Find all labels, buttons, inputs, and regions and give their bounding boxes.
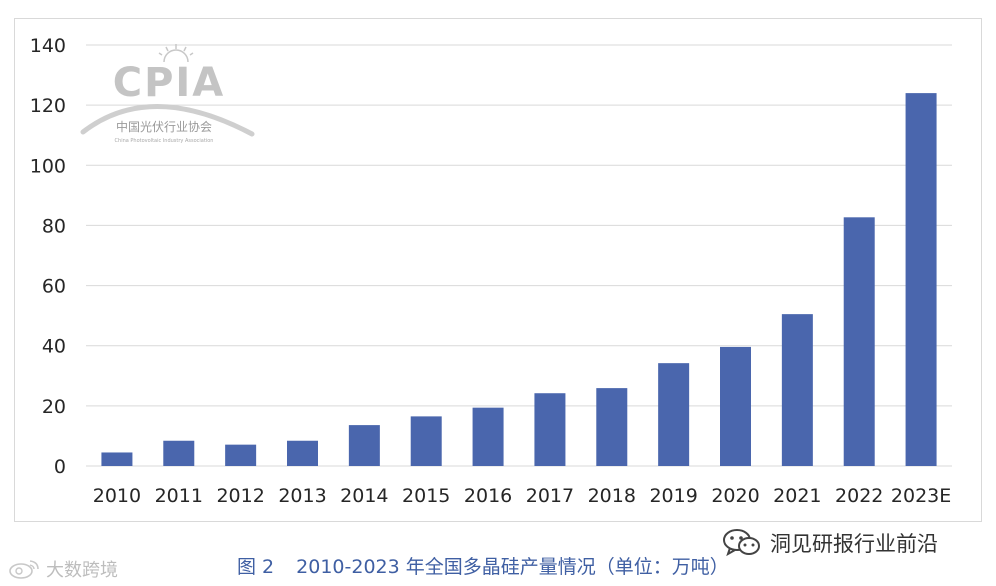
wechat-account-name: 洞见研报行业前沿 bbox=[770, 532, 938, 556]
x-tick-label: 2019 bbox=[649, 485, 697, 507]
x-tick-label: 2023E bbox=[891, 485, 951, 507]
wechat-account: 洞见研报行业前沿 bbox=[722, 528, 938, 558]
bar-2023E bbox=[905, 93, 937, 466]
figure-label: 图 2 bbox=[237, 556, 275, 578]
bar-2019 bbox=[658, 363, 690, 466]
y-tick-label: 0 bbox=[54, 456, 66, 478]
x-tick-label: 2017 bbox=[526, 485, 574, 507]
x-tick-label: 2013 bbox=[278, 485, 326, 507]
bar-2014 bbox=[348, 425, 380, 466]
bar-2018 bbox=[596, 388, 628, 466]
logo-brand: CPIA bbox=[113, 60, 226, 106]
x-tick-label: 2014 bbox=[340, 485, 388, 507]
y-tick-label: 140 bbox=[30, 35, 66, 57]
y-tick-label: 20 bbox=[42, 396, 66, 418]
y-tick-label: 60 bbox=[42, 276, 66, 298]
bar-2021 bbox=[781, 314, 813, 466]
x-tick-label: 2010 bbox=[93, 485, 141, 507]
bars bbox=[101, 93, 937, 466]
x-axis-labels: 2010 2011 2012 2013 2014 2015 2016 2017 2018 2019… bbox=[93, 485, 952, 507]
y-axis-labels: 0 20 40 60 80 100 120 140 bbox=[30, 35, 66, 478]
bar-2017 bbox=[534, 393, 566, 466]
cpia-logo: CPIA 中国光伏行业协会 China Photovoltaic Industr… bbox=[80, 40, 258, 150]
bar-2011 bbox=[163, 440, 195, 466]
bar-2020 bbox=[720, 346, 751, 466]
x-tick-label: 2015 bbox=[402, 485, 450, 507]
y-tick-label: 40 bbox=[42, 336, 66, 358]
y-tick-label: 100 bbox=[30, 155, 66, 177]
x-tick-label: 2022 bbox=[835, 485, 883, 507]
wechat-icon bbox=[722, 528, 762, 558]
logo-name-cn: 中国光伏行业协会 bbox=[116, 119, 212, 134]
x-tick-label: 2016 bbox=[464, 485, 512, 507]
bar-2016 bbox=[472, 407, 504, 466]
figure-caption: 图 2 2010-2023 年全国多晶硅产量情况（单位：万吨） bbox=[237, 552, 729, 579]
y-tick-label: 80 bbox=[42, 215, 66, 237]
x-tick-label: 2020 bbox=[711, 485, 759, 507]
logo-name-en: China Photovoltaic Industry Association bbox=[115, 138, 214, 144]
bar-2022 bbox=[843, 217, 875, 466]
x-tick-label: 2011 bbox=[155, 485, 203, 507]
x-tick-label: 2018 bbox=[588, 485, 636, 507]
x-tick-label: 2012 bbox=[216, 485, 264, 507]
bar-2015 bbox=[410, 416, 442, 466]
watermark: 大数跨境 bbox=[8, 556, 118, 582]
bar-2010 bbox=[101, 452, 133, 466]
weibo-icon bbox=[8, 558, 42, 580]
figure-caption-text: 2010-2023 年全国多晶硅产量情况（单位：万吨） bbox=[296, 556, 729, 578]
bar-2012 bbox=[225, 444, 257, 466]
watermark-text: 大数跨境 bbox=[46, 560, 118, 581]
bar-2013 bbox=[287, 440, 318, 466]
x-tick-label: 2021 bbox=[773, 485, 821, 507]
y-tick-label: 120 bbox=[30, 95, 66, 117]
